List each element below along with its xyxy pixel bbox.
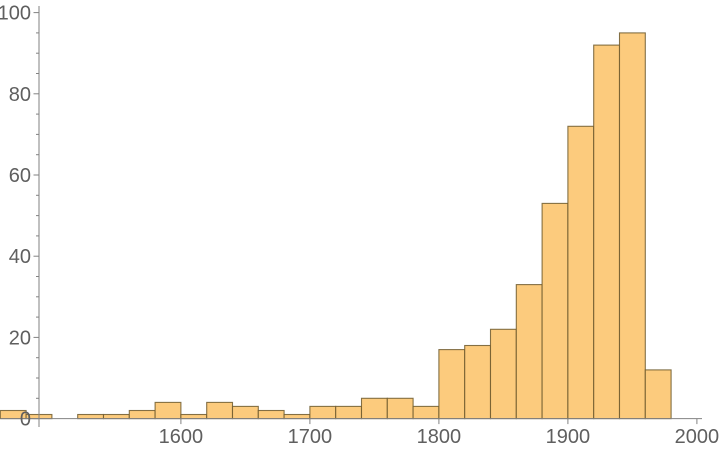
histogram-bar [541,202,569,420]
histogram-bar [257,409,285,420]
histogram-bar [515,284,543,420]
histogram-bar [309,405,337,420]
histogram-bar [102,413,130,420]
histogram-bar [412,405,440,420]
x-axis-tick-label: 2000 [675,426,720,448]
histogram-bar [593,44,621,420]
histogram-bar [386,397,414,420]
y-axis-tick-label: 80 [9,84,31,106]
histogram-bar [360,397,388,420]
x-axis-tick-label: 1900 [546,426,591,448]
histogram-bar [644,369,672,420]
y-axis-tick-label: 60 [9,165,31,187]
histogram-bar [489,328,517,420]
histogram-bar [206,401,234,420]
y-axis-tick-label: 40 [9,246,31,268]
histogram-bar [283,413,311,420]
y-axis-tick-label: 0 [20,409,31,431]
histogram-bar [231,405,259,420]
y-axis-tick-label: 20 [9,327,31,349]
x-axis-tick-label: 1800 [417,426,462,448]
histogram-bar [335,405,363,420]
histogram-bar [618,32,646,420]
histogram-bar [464,344,492,420]
x-axis-tick-label: 1600 [159,426,204,448]
y-axis-tick-label: 100 [0,3,31,25]
x-axis-tick-label: 1700 [288,426,333,448]
histogram-bar [77,413,105,420]
histogram-bar [154,401,182,420]
histogram-bar [438,349,466,420]
histogram-bar [128,409,156,420]
histogram-bar [567,125,595,420]
histogram-bar [180,413,208,420]
